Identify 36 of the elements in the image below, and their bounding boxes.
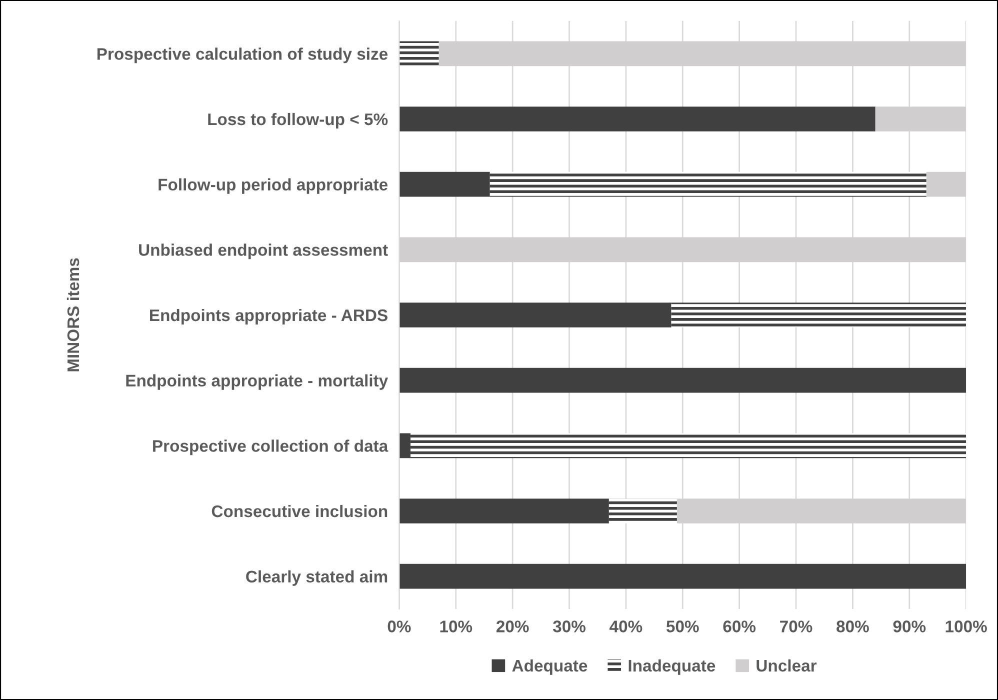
y-tick-label: Clearly stated aim [246, 570, 388, 586]
bar [399, 106, 876, 132]
bar [490, 172, 926, 197]
bar [399, 433, 411, 458]
x-tick-label: 60% [723, 620, 756, 632]
bar [608, 498, 677, 524]
x-tick-label: 20% [496, 620, 529, 632]
x-tick-label: 100% [946, 620, 987, 632]
x-tick-label: 0% [388, 620, 411, 632]
bar [399, 172, 490, 197]
y-tick-label: Prospective collection of data [153, 440, 388, 456]
x-tick-label: 90% [893, 620, 926, 632]
y-axis-title: MINORS items [66, 258, 80, 372]
legend-label: Unclear [756, 659, 817, 672]
x-tick-label: 30% [552, 620, 586, 632]
x-tick-label: 70% [780, 620, 812, 632]
bar [399, 368, 966, 393]
x-tick-label: 50% [666, 620, 699, 632]
x-tick-label: 10% [440, 620, 472, 632]
x-tick-label: 40% [610, 620, 642, 632]
bar [410, 433, 966, 458]
bar [399, 302, 672, 328]
bar [399, 41, 439, 66]
bar [671, 302, 966, 328]
y-tick-label: Loss to follow-up < 5% [208, 112, 388, 128]
y-tick-label: Follow-up period appropriate [158, 178, 388, 194]
y-tick-label: Consecutive inclusion [212, 504, 388, 518]
y-tick-label: Endpoints appropriate - ARDS [150, 308, 388, 324]
x-tick-label: 80% [836, 620, 869, 632]
legend-label: Adequate [512, 659, 588, 675]
bar [399, 498, 609, 524]
y-tick-label: Prospective calculation of study size [97, 48, 388, 64]
y-tick-label: Unbiased endpoint assessment [139, 244, 388, 260]
bar [399, 564, 966, 589]
y-tick-label: Endpoints appropriate - mortality [126, 374, 388, 390]
legend-label: Inadequate [628, 659, 716, 675]
